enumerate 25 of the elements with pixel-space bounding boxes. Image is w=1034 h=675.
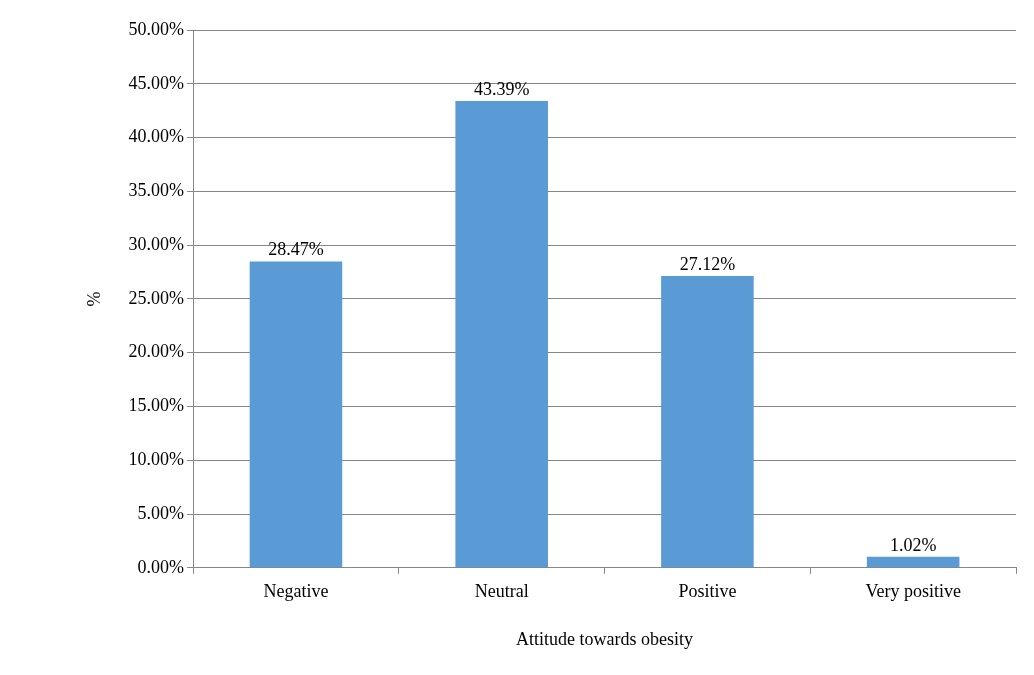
bar xyxy=(661,276,754,568)
y-tick-label: 15.00% xyxy=(128,395,185,416)
y-tick-label: 5.00% xyxy=(137,502,185,523)
y-tick-label: 20.00% xyxy=(128,341,185,362)
bar xyxy=(249,261,343,568)
y-tick-label: 50.00% xyxy=(128,18,185,39)
y-axis-title: % xyxy=(83,291,104,307)
y-tick-label: 0.00% xyxy=(137,556,185,577)
x-tick-label: Positive xyxy=(678,581,737,602)
bar xyxy=(866,556,960,568)
data-label: 27.12% xyxy=(679,253,736,274)
bar xyxy=(455,101,548,568)
x-tick-label: Negative xyxy=(263,581,329,602)
x-tick-label: Very positive xyxy=(865,581,961,602)
data-label: 43.39% xyxy=(473,78,530,99)
x-tick-label: Neutral xyxy=(474,581,529,602)
y-tick-label: 25.00% xyxy=(128,287,185,308)
y-tick-label: 35.00% xyxy=(128,180,185,201)
y-tick-label: 10.00% xyxy=(128,448,185,469)
x-axis-title: Attitude towards obesity xyxy=(516,628,694,649)
data-label: 28.47% xyxy=(268,239,324,260)
y-tick-label: 40.00% xyxy=(128,126,185,147)
y-tick-label: 30.00% xyxy=(128,233,185,254)
y-tick-label: 45.00% xyxy=(128,72,185,93)
data-label: 1.02% xyxy=(889,534,937,555)
